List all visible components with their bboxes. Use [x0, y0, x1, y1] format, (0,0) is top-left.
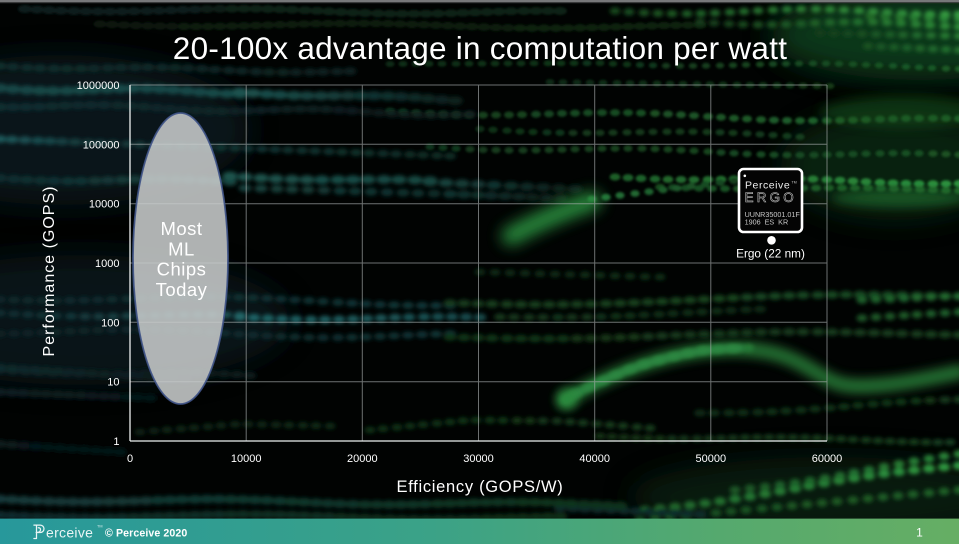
svg-text:TM: TM [792, 181, 797, 185]
svg-text:TM: TM [97, 525, 102, 529]
svg-text:Efficiency (GOPS/W): Efficiency (GOPS/W) [396, 478, 563, 496]
svg-text:1000: 1000 [95, 258, 119, 270]
svg-text:UUNR35001.01F: UUNR35001.01F [745, 210, 801, 219]
svg-text:20-100x advantage in computati: 20-100x advantage in computation per wat… [173, 30, 787, 66]
svg-text:100: 100 [101, 317, 119, 329]
svg-text:1000000: 1000000 [77, 80, 120, 92]
svg-text:Most: Most [160, 218, 202, 239]
svg-text:Performance (GOPS): Performance (GOPS) [41, 186, 58, 357]
svg-text:50000: 50000 [696, 453, 727, 465]
svg-text:60000: 60000 [812, 453, 843, 465]
svg-text:1906 ES KR: 1906 ES KR [745, 218, 789, 227]
svg-text:ERGO: ERGO [745, 190, 797, 205]
svg-text:10000: 10000 [89, 199, 120, 211]
svg-text:1: 1 [916, 526, 923, 540]
svg-text:100000: 100000 [83, 139, 120, 151]
svg-text:Today: Today [156, 279, 208, 300]
svg-text:Perceive: Perceive [745, 180, 790, 192]
svg-text:0: 0 [127, 453, 133, 465]
svg-text:Chips: Chips [157, 259, 207, 280]
svg-text:ML: ML [168, 238, 195, 259]
svg-text:40000: 40000 [579, 453, 610, 465]
svg-text:1: 1 [113, 436, 119, 448]
svg-text:10: 10 [107, 377, 119, 389]
svg-text:© Perceive 2020: © Perceive 2020 [105, 528, 187, 540]
svg-text:10000: 10000 [231, 453, 262, 465]
svg-text:Ergo (22 nm): Ergo (22 nm) [736, 247, 805, 261]
svg-text:30000: 30000 [463, 453, 494, 465]
svg-text:erceive: erceive [46, 524, 93, 540]
svg-text:20000: 20000 [347, 453, 378, 465]
